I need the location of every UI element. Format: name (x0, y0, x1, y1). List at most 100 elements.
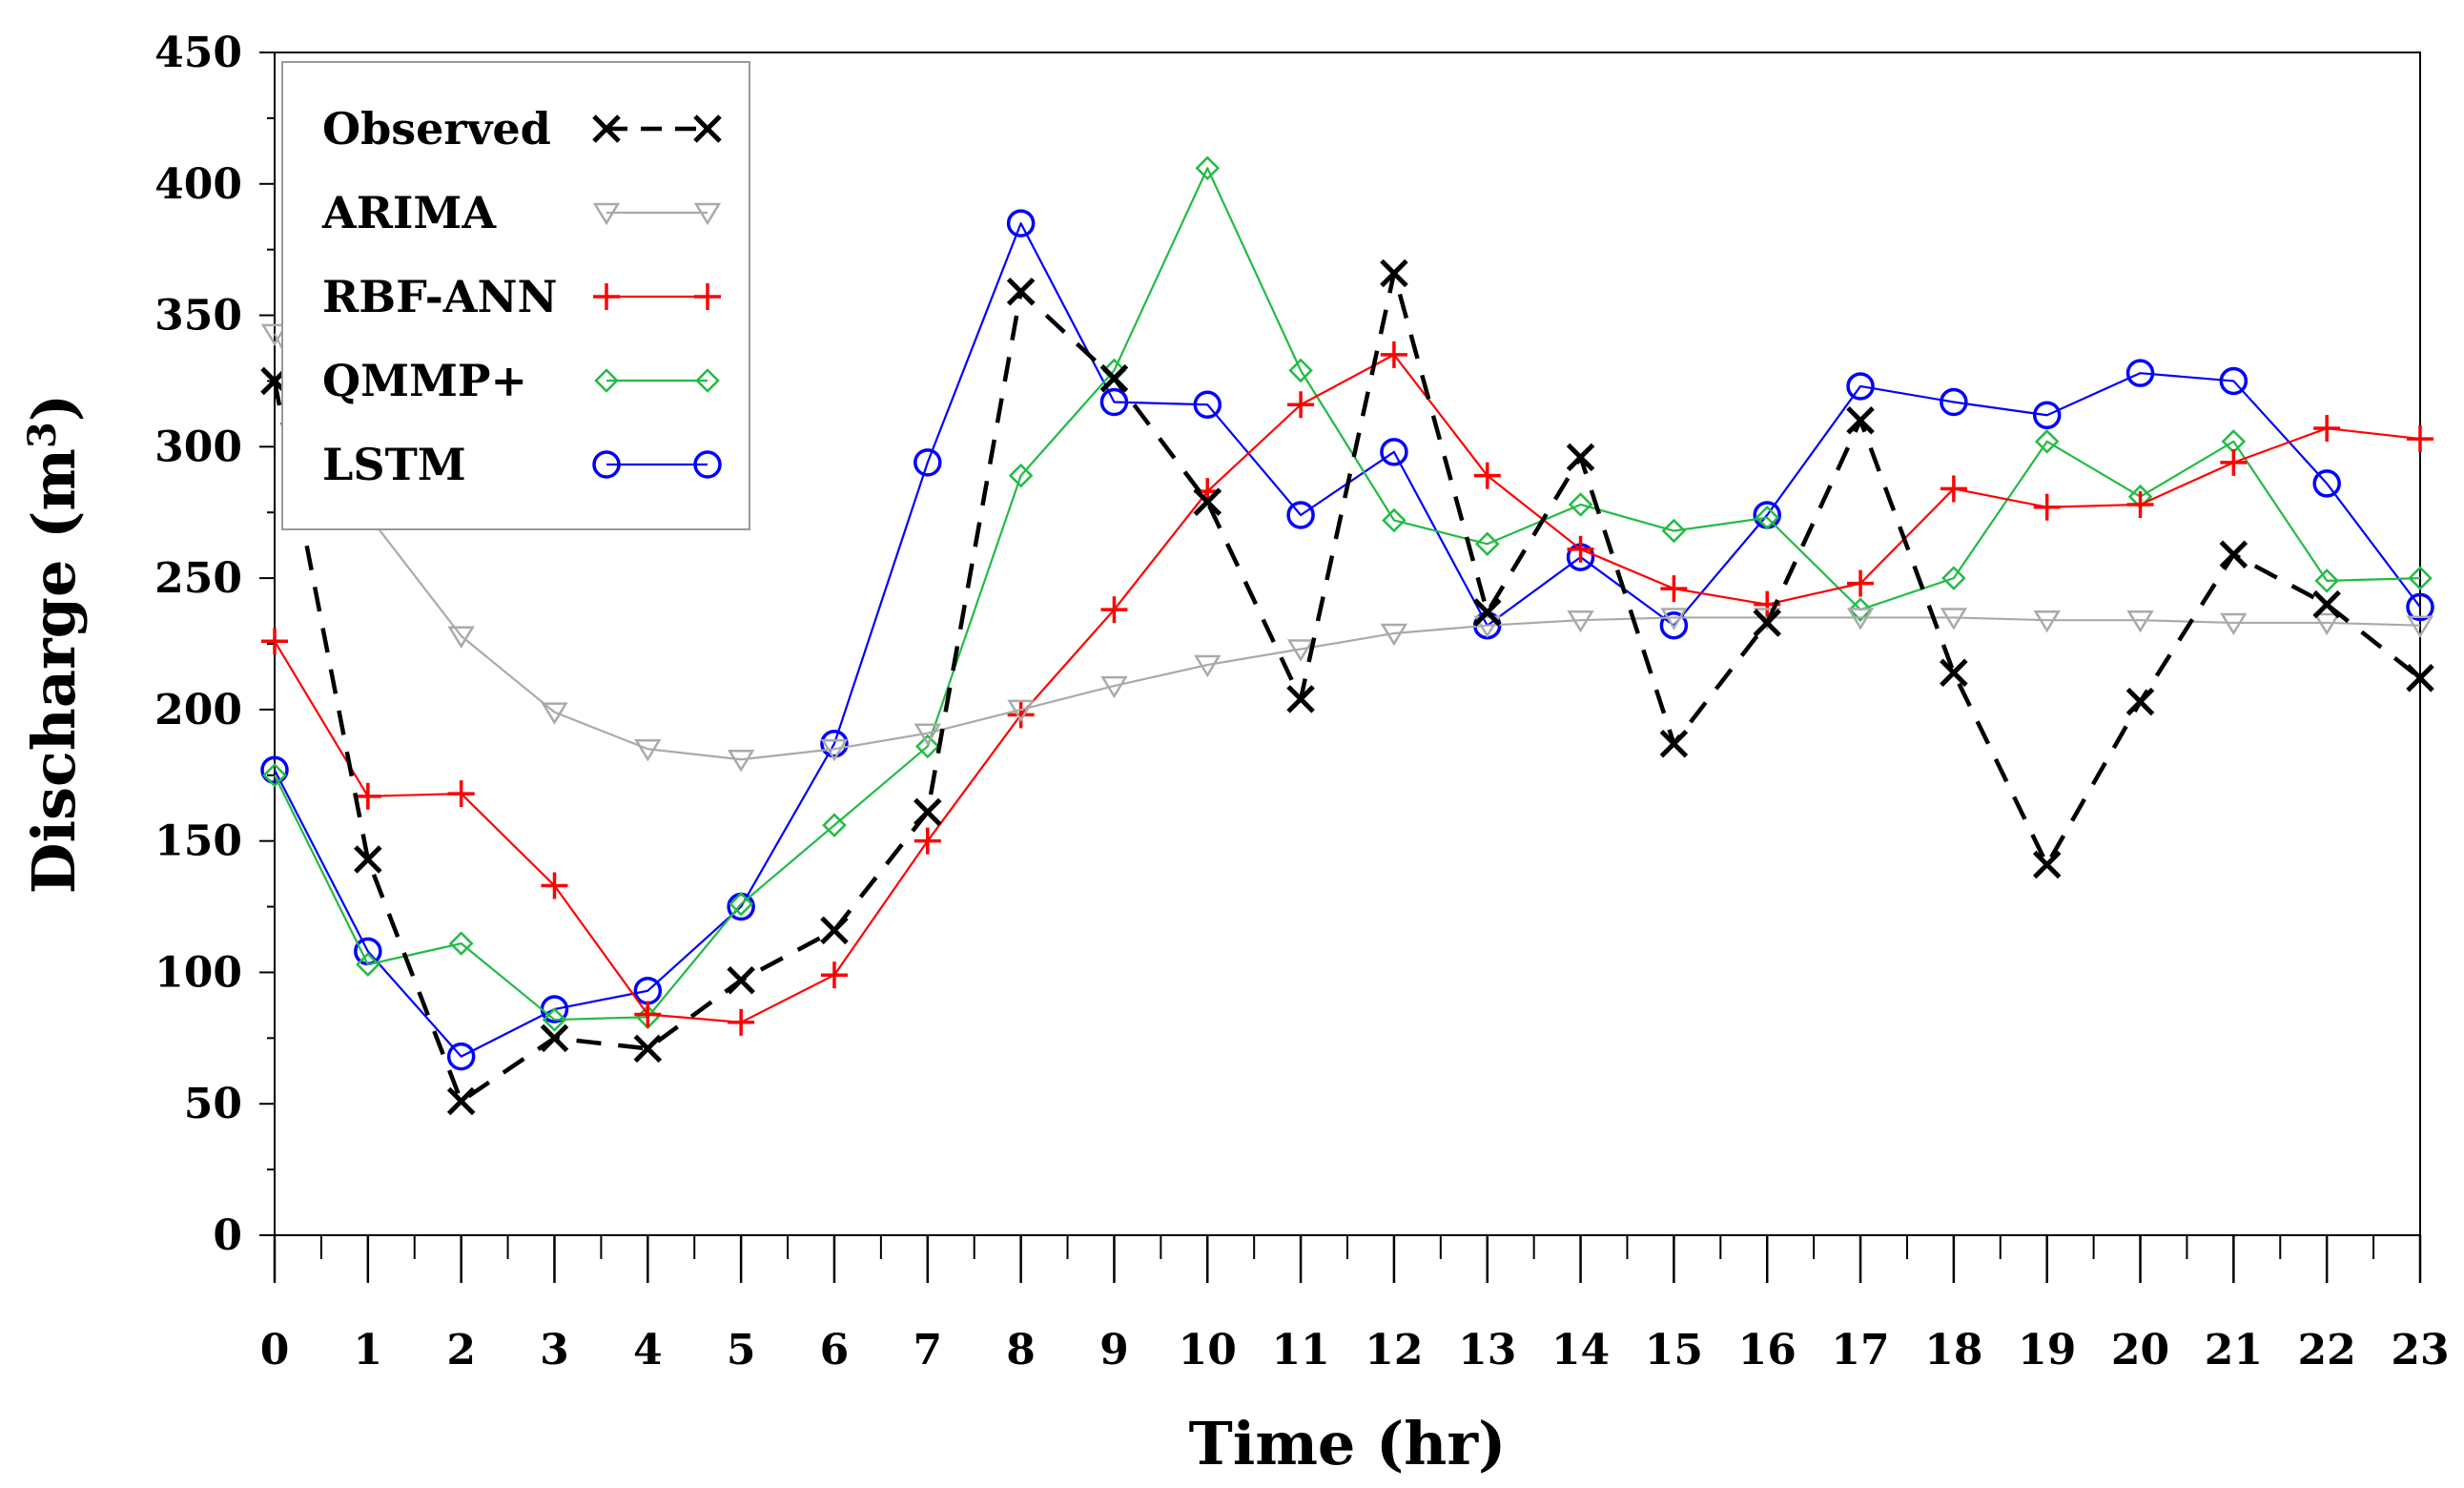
y-tick-label-450: 450 (154, 29, 242, 77)
point-rbf-ann-5 (728, 1008, 755, 1036)
legend: Observed ARIMA RBF-ANN QMMP+ LSTM (281, 61, 750, 530)
point-observed-14 (1566, 443, 1595, 472)
point-observed-8 (1006, 277, 1036, 306)
point-qmmp--8 (1008, 463, 1034, 488)
point-arima-0 (260, 323, 289, 347)
point-rbf-ann-11 (1287, 391, 1315, 419)
point-qmmp--6 (822, 813, 847, 837)
point-rbf-ann-21 (2220, 448, 2248, 476)
y-tick-label-150: 150 (154, 817, 242, 866)
point-observed-10 (1193, 487, 1222, 516)
x-tick-label-11: 11 (1271, 1326, 1329, 1374)
point-observed-16 (1753, 609, 1781, 637)
point-lstm-6 (820, 729, 849, 758)
point-lstm-12 (1380, 438, 1408, 466)
x-tick-label-14: 14 (1551, 1326, 1610, 1374)
legend-item-rbf-ann: RBF-ANN (322, 271, 721, 322)
point-observed-1 (354, 845, 382, 874)
y-tick-label-200: 200 (154, 686, 242, 734)
point-arima-11 (1286, 639, 1315, 662)
point-arima-3 (541, 702, 568, 725)
legend-item-arima: ARIMA (321, 187, 722, 238)
point-arima-7 (914, 723, 942, 746)
x-tick-label-5: 5 (727, 1326, 756, 1374)
point-rbf-ann-2 (447, 780, 475, 808)
point-lstm-0 (260, 755, 289, 785)
x-tick-label-1: 1 (354, 1326, 383, 1374)
point-arima-21 (2220, 612, 2248, 636)
point-arima-20 (2126, 610, 2154, 633)
point-qmmp--23 (2408, 566, 2433, 590)
point-observed-11 (1286, 685, 1315, 713)
x-tick-label-15: 15 (1645, 1326, 1703, 1374)
point-observed-12 (1380, 258, 1408, 288)
point-observed-5 (727, 965, 755, 995)
point-observed-23 (2406, 664, 2434, 692)
point-qmmp--3 (542, 1007, 567, 1032)
point-qmmp--0 (262, 763, 287, 788)
point-observed-22 (2312, 589, 2341, 619)
x-tick-label-13: 13 (1458, 1326, 1516, 1374)
legend-item-lstm: LSTM (322, 439, 722, 490)
x-tick-label-7: 7 (913, 1326, 942, 1374)
point-rbf-ann-15 (1660, 575, 1688, 603)
point-lstm-17 (1846, 372, 1875, 401)
legend-marker-arima (693, 202, 722, 226)
point-lstm-11 (1286, 501, 1315, 529)
legend-marker-rbf-ann (593, 283, 620, 310)
x-tick-label-10: 10 (1179, 1326, 1237, 1374)
legend-item-qmmp-: QMMP+ (322, 355, 720, 406)
x-tick-label-9: 9 (1099, 1326, 1129, 1374)
x-tick-label-3: 3 (540, 1326, 569, 1374)
legend-marker-qmmp- (594, 368, 619, 393)
point-rbf-ann-18 (1940, 475, 1967, 503)
point-arima-5 (727, 749, 755, 773)
series-rbf-ann (261, 341, 2433, 1036)
point-rbf-ann-4 (634, 1001, 662, 1028)
point-rbf-ann-6 (820, 961, 848, 989)
series-line-arima (274, 333, 2421, 761)
point-observed-3 (540, 1023, 569, 1053)
series-line-qmmp- (274, 167, 2421, 1022)
point-qmmp--10 (1195, 155, 1221, 181)
y-tick-label-100: 100 (154, 948, 242, 997)
legend-marker-qmmp- (695, 368, 720, 393)
point-arima-19 (2033, 610, 2061, 633)
point-arima-2 (447, 626, 475, 649)
point-qmmp--17 (1848, 597, 1873, 622)
point-arima-13 (1473, 615, 1501, 638)
point-qmmp--16 (1755, 505, 1779, 530)
point-qmmp--7 (915, 734, 940, 759)
point-lstm-18 (1940, 387, 1968, 417)
point-lstm-20 (2125, 359, 2155, 387)
point-rbf-ann-0 (261, 628, 288, 655)
x-tick-label-0: 0 (260, 1326, 290, 1374)
point-lstm-7 (914, 448, 942, 477)
y-axis-title-main: Discharge (m (19, 448, 89, 894)
point-arima-12 (1380, 623, 1408, 647)
series-observed (260, 258, 2434, 1116)
legend-marker-lstm (592, 450, 621, 479)
point-rbf-ann-14 (1567, 535, 1594, 563)
point-qmmp--5 (729, 892, 753, 917)
point-arima-17 (1846, 608, 1875, 630)
point-arima-18 (1940, 608, 1968, 630)
point-qmmp--18 (1941, 566, 1966, 590)
y-axis-title-suffix: ) (19, 394, 89, 422)
y-tick-label-350: 350 (154, 292, 242, 341)
point-arima-10 (1194, 654, 1222, 678)
point-observed-15 (1659, 729, 1689, 758)
point-qmmp--1 (356, 952, 380, 977)
point-lstm-19 (2032, 401, 2062, 430)
x-tick-label-16: 16 (1738, 1326, 1797, 1374)
point-rbf-ann-9 (1100, 596, 1128, 624)
point-arima-15 (1660, 608, 1688, 630)
x-tick-label-8: 8 (1006, 1326, 1036, 1374)
y-tick-label-250: 250 (154, 554, 242, 603)
point-lstm-21 (2219, 366, 2248, 396)
point-rbf-ann-8 (1007, 701, 1035, 729)
legend-label-qmmp-: QMMP+ (322, 355, 527, 406)
point-observed-7 (914, 797, 942, 827)
